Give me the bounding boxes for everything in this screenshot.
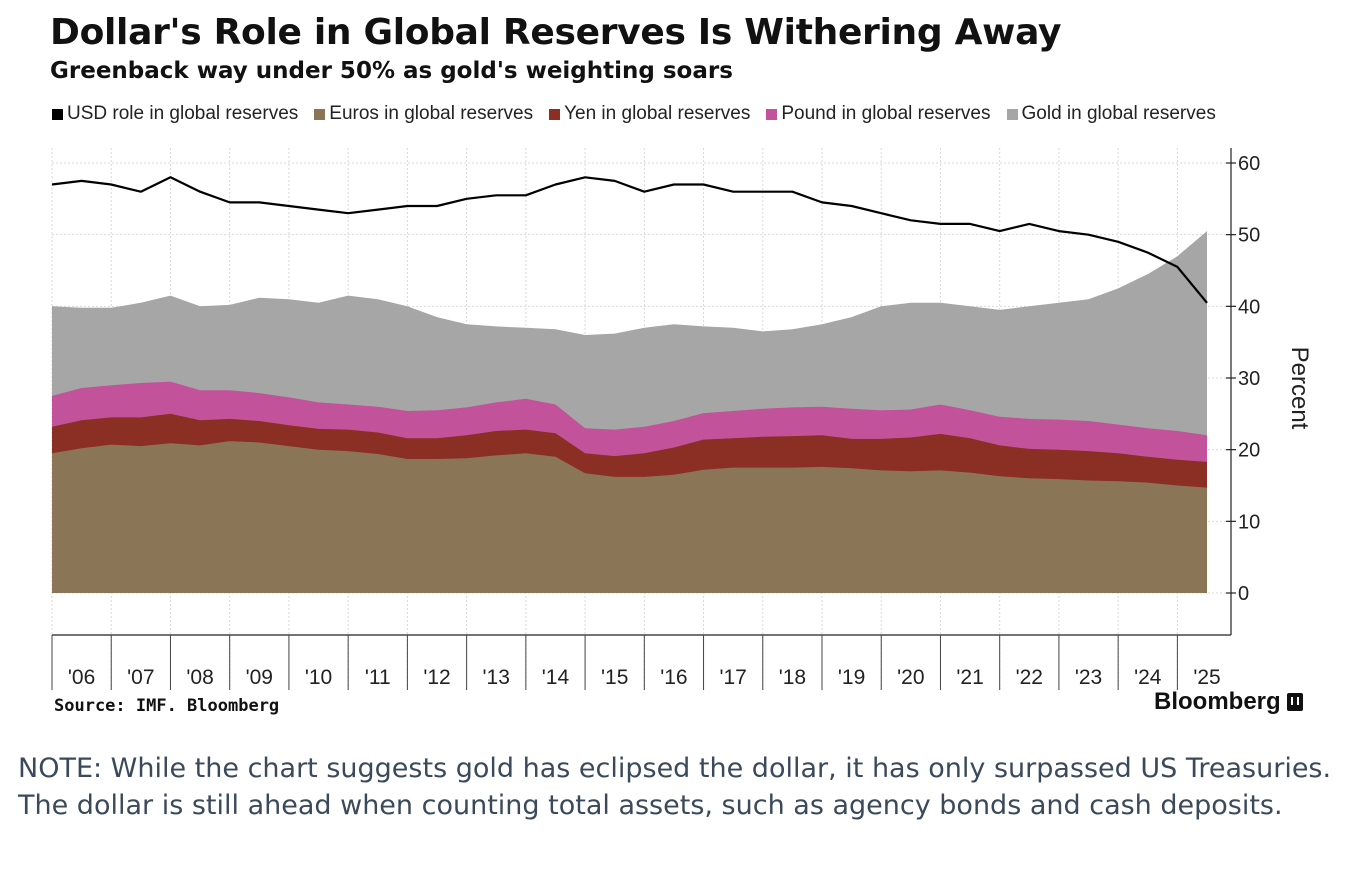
legend-label-euros: Euros in global reserves bbox=[329, 103, 534, 124]
y-tick-label: 20 bbox=[1238, 440, 1260, 462]
legend-item-pound: Pound in global reserves bbox=[766, 103, 991, 125]
y-tick-label: 50 bbox=[1238, 225, 1260, 247]
x-tick-label: '18 bbox=[779, 666, 806, 689]
area-series bbox=[52, 231, 1207, 593]
legend-swatch-usd bbox=[52, 108, 63, 120]
y-tick-label: 30 bbox=[1238, 368, 1260, 390]
x-tick-label: '08 bbox=[186, 666, 213, 689]
x-tick-label: '07 bbox=[127, 666, 154, 689]
legend-item-yen: Yen in global reserves bbox=[549, 103, 750, 125]
legend-item-usd: USD role in global reserves bbox=[52, 103, 298, 125]
note-text: NOTE: While the chart suggests gold has … bbox=[18, 753, 1332, 821]
chart-canvas: 0 10 20 30 40 50 60 '06 '07 '08 '09 '10 '11 '12 '13 '14… bbox=[51, 148, 1313, 690]
x-tick-label: '12 bbox=[423, 666, 450, 689]
x-tick-label: '23 bbox=[1075, 666, 1102, 689]
legend-swatch-pound bbox=[766, 108, 778, 120]
x-tick-label: '24 bbox=[1134, 666, 1162, 689]
x-tick-label: '16 bbox=[660, 666, 687, 689]
x-tick-label: '20 bbox=[897, 666, 924, 689]
legend-item-gold: Gold in global reserves bbox=[1006, 103, 1216, 125]
x-tick-label: '13 bbox=[483, 666, 510, 689]
brand-name: Bloomberg bbox=[1154, 688, 1281, 715]
line-series bbox=[51, 176, 1208, 304]
line-usd bbox=[51, 176, 1208, 304]
x-tick-label: '22 bbox=[1016, 666, 1043, 689]
chart-title: Dollar's Role in Global Reserves Is With… bbox=[50, 12, 1062, 53]
axes: 0 10 20 30 40 50 60 '06 '07 '08 '09 '10 '11 '12 '13 '14… bbox=[51, 148, 1260, 690]
x-tick-label: '06 bbox=[68, 666, 95, 689]
legend-label-gold: Gold in global reserves bbox=[1021, 103, 1216, 124]
bloomberg-terminal-icon bbox=[1286, 693, 1303, 711]
x-tick-label: '09 bbox=[246, 666, 273, 689]
x-tick-label: '25 bbox=[1193, 666, 1220, 689]
legend-label-pound: Pound in global reserves bbox=[781, 103, 991, 124]
legend-label-usd: USD role in global reserves bbox=[67, 103, 299, 124]
x-tick-label: '10 bbox=[305, 666, 332, 689]
y-tick-label: 0 bbox=[1238, 583, 1249, 605]
legend-swatch-euros bbox=[314, 108, 326, 120]
y-tick-label: 60 bbox=[1238, 153, 1260, 175]
x-tick-label: '14 bbox=[542, 666, 570, 689]
x-tick-label: '19 bbox=[838, 666, 865, 689]
legend-swatch-yen bbox=[549, 108, 561, 120]
y-axis-label: Percent bbox=[1286, 347, 1313, 430]
chart-legend: USD role in global reserves Euros in glo… bbox=[52, 103, 1232, 125]
y-tick-label: 10 bbox=[1238, 511, 1260, 533]
x-tick-label: '11 bbox=[365, 666, 391, 689]
legend-label-yen: Yen in global reserves bbox=[564, 103, 751, 124]
area-euros bbox=[52, 441, 1207, 593]
legend-swatch-gold bbox=[1006, 108, 1018, 120]
legend-item-euros: Euros in global reserves bbox=[314, 103, 533, 125]
x-tick-label: '17 bbox=[719, 666, 746, 689]
y-tick-label: 40 bbox=[1238, 296, 1260, 318]
x-tick-label: '21 bbox=[956, 666, 983, 689]
chart-subtitle: Greenback way under 50% as gold's weight… bbox=[50, 58, 733, 84]
source-note: Source: IMF. Bloomberg bbox=[54, 696, 280, 716]
brand-logo: Bloomberg bbox=[1154, 688, 1303, 716]
x-tick-label: '15 bbox=[601, 666, 628, 689]
